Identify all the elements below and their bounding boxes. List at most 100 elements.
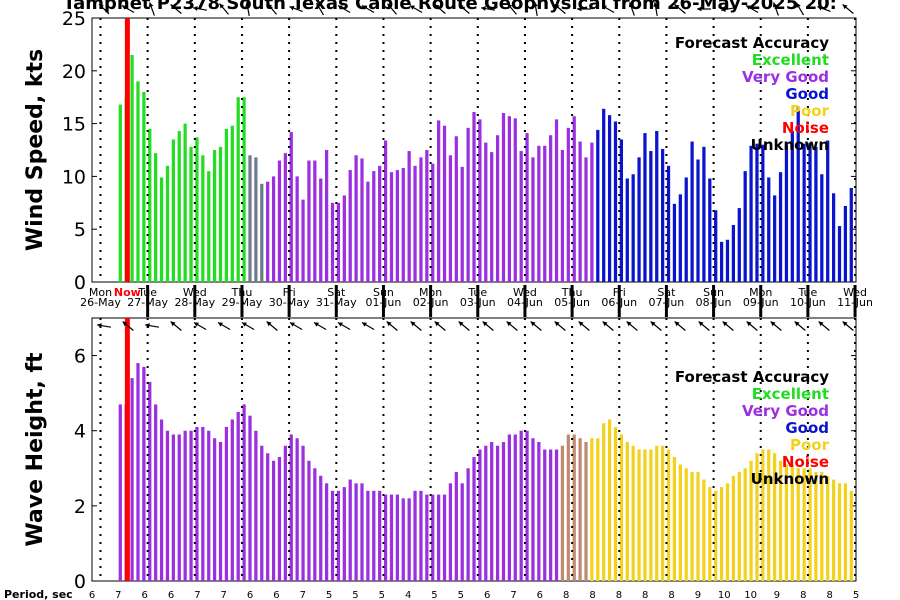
bar [437, 494, 441, 581]
direction-arrow-head [674, 321, 680, 327]
period-value: 7 [510, 590, 516, 600]
bar [295, 176, 299, 282]
bar [207, 171, 211, 282]
bar [472, 111, 476, 282]
bar [201, 426, 205, 581]
bar [666, 165, 671, 282]
bar [212, 438, 217, 581]
bar [649, 151, 653, 282]
period-value: 7 [115, 590, 121, 600]
bar [637, 157, 641, 282]
bar [195, 137, 199, 282]
bar [837, 483, 842, 581]
direction-arrow-head [842, 4, 848, 10]
day-band-divider [334, 285, 338, 317]
bar [254, 157, 258, 282]
bar [566, 127, 570, 282]
bar [425, 150, 429, 282]
day-band-divider [146, 285, 150, 317]
y-tick-label: 25 [62, 8, 86, 30]
bar [460, 483, 464, 581]
bar [631, 445, 635, 581]
bar [330, 202, 335, 282]
period-value: 10 [718, 590, 731, 600]
bar [177, 434, 181, 581]
bar [778, 460, 783, 581]
bar [525, 133, 529, 282]
bar [248, 415, 252, 581]
bar [183, 123, 187, 282]
bar [454, 136, 458, 282]
direction-arrow-head [722, 321, 728, 327]
direction-arrow-head [316, 2, 321, 8]
bar [383, 140, 388, 282]
bar [814, 472, 818, 581]
bar [643, 449, 647, 581]
bar [820, 472, 824, 581]
period-value: 6 [537, 590, 543, 600]
bar [672, 203, 677, 282]
bar [266, 181, 270, 282]
bar [448, 483, 453, 581]
bar [507, 116, 511, 282]
bar [154, 153, 158, 282]
period-value: 6 [142, 590, 148, 600]
bar [289, 132, 293, 282]
bar [307, 160, 311, 282]
bar [142, 366, 146, 581]
legend-item-noise: Noise [782, 453, 829, 471]
period-value: 6 [168, 590, 174, 600]
bar [767, 449, 771, 581]
bar [254, 430, 258, 581]
bar [554, 449, 559, 581]
bar [484, 142, 488, 282]
bar [578, 438, 582, 581]
bar [554, 119, 559, 282]
bar [702, 146, 706, 282]
bar [790, 130, 794, 282]
bar [519, 151, 523, 282]
day-label-band: Mon26-MayTue27-MayWed28-MayThu29-MayFri3… [80, 285, 873, 317]
bar [678, 464, 682, 581]
bar [301, 445, 305, 581]
direction-arrow-head [409, 5, 415, 10]
direction-arrow-head [170, 4, 176, 10]
direction-arrow-head [313, 322, 319, 327]
day-band-divider [523, 285, 527, 317]
direction-arrow-head [481, 6, 486, 11]
chart-title: Tampnet P2378 South Texas Cable Route Ge… [63, 0, 837, 14]
bar [531, 438, 535, 581]
bar [826, 140, 830, 282]
bar [543, 449, 547, 581]
bar [118, 104, 122, 282]
bar [301, 199, 305, 282]
bar [472, 457, 476, 581]
direction-arrow-head [772, 2, 778, 8]
bar [607, 115, 612, 282]
bar [584, 441, 588, 581]
bar [696, 472, 700, 581]
period-value: 6 [247, 590, 253, 600]
bar [560, 150, 565, 282]
bar [171, 139, 175, 282]
legend-item-unknown: Unknown [751, 470, 829, 488]
direction-arrow-head [193, 6, 198, 11]
bar [613, 426, 618, 581]
period-value: 9 [695, 590, 701, 600]
bar [478, 119, 482, 282]
bar [389, 172, 394, 282]
direction-arrow-head [121, 5, 127, 10]
bar [831, 193, 836, 282]
direction-arrow-head [602, 321, 608, 327]
bar [619, 434, 623, 581]
period-value: 8 [616, 590, 622, 600]
bar [719, 241, 724, 282]
bar [395, 494, 399, 581]
legend-item-excellent: Excellent [752, 51, 829, 69]
direction-arrow-head [698, 321, 704, 327]
bar [401, 167, 405, 282]
now-line [124, 18, 130, 282]
bar [159, 177, 164, 282]
bar [625, 178, 629, 282]
direction-arrow-head [745, 5, 751, 10]
